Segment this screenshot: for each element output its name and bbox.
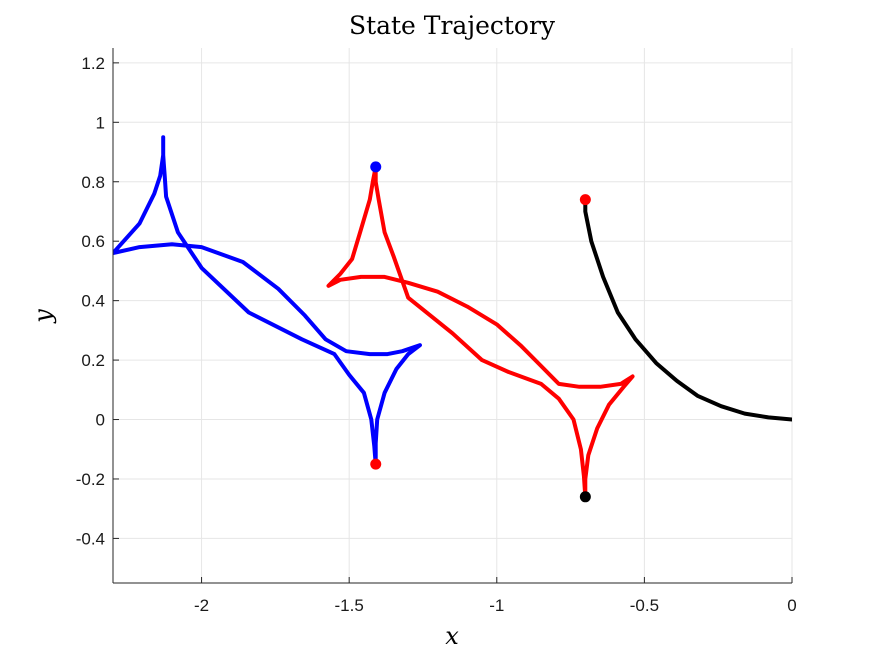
x-tick-label: 0 bbox=[787, 596, 796, 615]
plot-markers bbox=[370, 161, 591, 503]
series-line-3 bbox=[583, 197, 792, 422]
y-tick-label: -0.4 bbox=[76, 529, 105, 548]
grid bbox=[113, 48, 793, 583]
y-tick-label: 0.2 bbox=[81, 351, 105, 370]
x-tick-label: -1.5 bbox=[335, 596, 364, 615]
x-tick-label: -2 bbox=[194, 596, 209, 615]
y-tick-label: 1 bbox=[96, 113, 105, 132]
series-line-1 bbox=[113, 135, 422, 467]
axes bbox=[112, 48, 793, 584]
y-tick-label: -0.2 bbox=[76, 470, 105, 489]
point-marker-3 bbox=[579, 194, 591, 206]
point-marker-1 bbox=[370, 161, 382, 173]
y-tick-label: 0.6 bbox=[81, 232, 105, 251]
x-tick-label: -1 bbox=[489, 596, 504, 615]
x-tick-label: -0.5 bbox=[630, 596, 659, 615]
y-axis-label: y bbox=[29, 309, 57, 324]
y-tick-label: 0.4 bbox=[81, 292, 105, 311]
point-marker-4 bbox=[579, 491, 591, 503]
y-tick-label: 0 bbox=[96, 411, 105, 430]
chart-title: State Trajectory bbox=[349, 11, 556, 40]
y-tick-label: 1.2 bbox=[81, 54, 105, 73]
series-line-2 bbox=[326, 164, 635, 499]
plot-lines bbox=[113, 135, 792, 499]
tick-labels: -2 -1.5 -1 -0.5 0 -0.4 -0.2 0 0.2 0.4 0.6 0.8 1 1.2 bbox=[76, 54, 797, 615]
x-axis-label: x bbox=[445, 622, 459, 650]
point-marker-2 bbox=[370, 458, 382, 470]
y-tick-label: 0.8 bbox=[81, 173, 105, 192]
